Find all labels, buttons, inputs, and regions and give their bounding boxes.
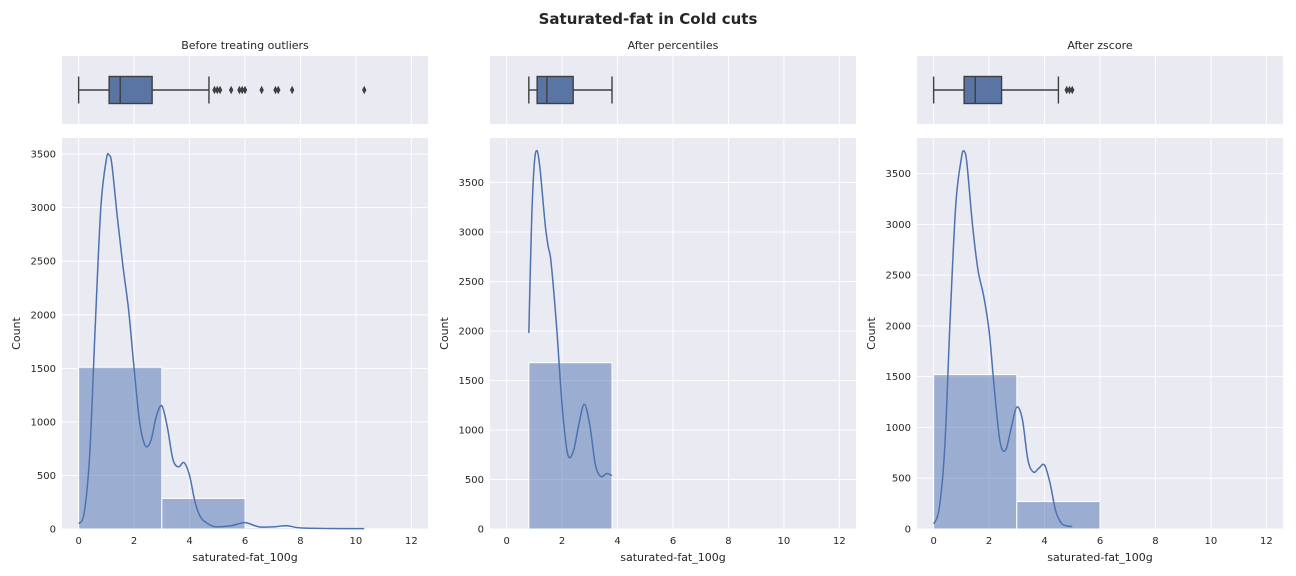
y-tick-label: 500 [892, 474, 911, 485]
boxplot-box [108, 75, 153, 105]
boxplot-outlier [215, 85, 220, 95]
boxplot-outlier [289, 85, 295, 95]
y-tick-label: 1500 [31, 364, 56, 375]
x-tick-label: 2 [559, 536, 565, 547]
histogram-bar [528, 362, 613, 530]
y-axis-label: Count [10, 316, 23, 349]
x-tick-label: 12 [1260, 536, 1273, 547]
boxplot-outlier [362, 85, 367, 95]
x-tick-label: 0 [75, 536, 81, 547]
y-tick-label: 3000 [886, 220, 911, 231]
y-tick-label: 0 [478, 525, 484, 536]
boxplot-outlier [1067, 85, 1072, 95]
panel-1: Before treating outliers 0 500 1000 1500 2000… [10, 39, 428, 564]
boxplot-outlier [217, 85, 223, 95]
x-tick-label: 10 [1205, 536, 1218, 547]
x-tick-label: 4 [1041, 536, 1047, 547]
boxplot-box [536, 75, 574, 105]
y-tick-label: 2500 [459, 277, 484, 288]
y-axis-label: Count [438, 316, 451, 349]
y-tick-label: 0 [50, 525, 56, 536]
x-tick-label: 8 [1152, 536, 1158, 547]
histogram-bar [1016, 501, 1101, 530]
y-tick-label: 2000 [31, 310, 56, 321]
boxplot-outlier [259, 85, 264, 95]
x-tick-label: 4 [614, 536, 620, 547]
y-tick-label: 2500 [886, 271, 911, 282]
y-tick-label: 0 [905, 525, 911, 536]
boxplot-outlier [237, 85, 242, 95]
y-tick-label: 1000 [886, 423, 911, 434]
x-tick-label: 12 [833, 536, 846, 547]
figure-title: Saturated-fat in Cold cuts [539, 10, 758, 28]
kde-curve [77, 152, 365, 530]
y-tick-label: 3500 [31, 150, 56, 161]
x-tick-label: 2 [986, 536, 992, 547]
boxplot-box [963, 75, 1003, 105]
boxplot-outlier [273, 85, 278, 95]
y-tick-label: 1500 [459, 376, 484, 387]
x-tick-label: 10 [778, 536, 791, 547]
x-tick-label: 0 [930, 536, 936, 547]
y-tick-label: 3500 [459, 178, 484, 189]
y-tick-label: 1000 [31, 417, 56, 428]
boxplot-outlier [242, 85, 248, 95]
boxplot-outlier [212, 85, 217, 95]
y-axis-label: Count [865, 316, 878, 349]
x-axis-label: saturated-fat_100g [1047, 551, 1152, 564]
x-tick-label: 12 [405, 536, 418, 547]
panel-3: After zscore 0 500 1000 1500 2000 2500 3000 3500… [865, 39, 1283, 564]
x-tick-label: 2 [131, 536, 137, 547]
x-axis-label: saturated-fat_100g [192, 551, 297, 564]
histogram-bar [161, 497, 246, 530]
boxplot-outlier [1064, 85, 1069, 95]
panel-title: After percentiles [628, 39, 719, 52]
x-tick-label: 6 [670, 536, 676, 547]
kde-curve [932, 149, 1073, 528]
x-tick-label: 0 [503, 536, 509, 547]
boxplot-outlier [276, 85, 281, 95]
panel-title: After zscore [1067, 39, 1132, 52]
kde-curve [528, 149, 613, 478]
boxplot-outlier [1070, 85, 1075, 95]
boxplot-outlier [240, 85, 245, 95]
x-tick-label: 8 [297, 536, 303, 547]
y-tick-label: 500 [465, 475, 484, 486]
x-tick-label: 8 [725, 536, 731, 547]
x-tick-label: 4 [186, 536, 192, 547]
panel-2: After percentiles 0 500 1000 1500 2000 2500 300… [438, 39, 856, 564]
y-tick-label: 1500 [886, 372, 911, 383]
x-tick-label: 6 [1097, 536, 1103, 547]
histogram-bar [78, 366, 163, 530]
panels: Before treating outliers0500100015002000… [10, 39, 1283, 564]
x-axis-label: saturated-fat_100g [620, 551, 725, 564]
y-tick-label: 2000 [459, 327, 484, 338]
x-tick-label: 6 [242, 536, 248, 547]
y-tick-label: 3000 [459, 228, 484, 239]
y-tick-label: 3500 [886, 169, 911, 180]
y-tick-label: 1000 [459, 426, 484, 437]
x-tick-label: 10 [350, 536, 363, 547]
y-tick-label: 2000 [886, 321, 911, 332]
y-tick-label: 500 [37, 471, 56, 482]
boxplot-outlier [228, 85, 234, 95]
y-tick-label: 2500 [31, 257, 56, 268]
y-tick-label: 3000 [31, 203, 56, 214]
panel-title: Before treating outliers [181, 39, 309, 52]
